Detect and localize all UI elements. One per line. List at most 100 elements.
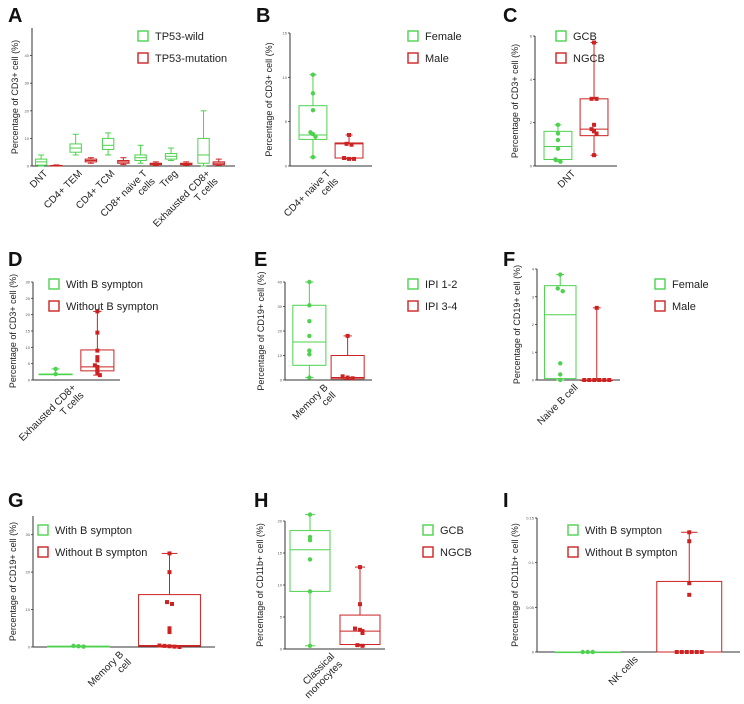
panel-label: D [8, 249, 22, 271]
legend-label: TP53-mutation [155, 53, 227, 65]
data-point [553, 157, 558, 162]
data-point [71, 643, 76, 649]
legend-label: Without B sympton [585, 547, 677, 559]
y-axis-label: Percentage of CD11b+ cell (%) [510, 523, 520, 647]
data-point [587, 378, 592, 382]
y-tick-label: 4 [530, 77, 533, 82]
legend-swatch [422, 546, 434, 558]
data-point [172, 644, 177, 649]
panel-h: H 0 5 10 15 20 Percentage of CD11b+ cell (%) Cl… [254, 490, 472, 701]
panel-label: A [8, 5, 22, 27]
data-point [177, 645, 182, 649]
panel-b: B 0 5 10 15 Percentage of CD3+ cell (%) CD4+ n… [256, 5, 462, 227]
data-point [555, 286, 560, 291]
data-point [81, 644, 86, 649]
panel-f: F 0 1 2 3 4 Percentage of CD19+ cell (%) Naive … [503, 249, 709, 427]
data-point [95, 355, 100, 360]
data-point [590, 649, 595, 655]
legend-label: Without B sympton [66, 301, 158, 313]
data-point [307, 538, 313, 543]
data-point [165, 600, 169, 605]
y-axis-label: Percentage of CD19+ cell (%) [512, 265, 522, 384]
data-point [345, 375, 350, 380]
panel-label: C [503, 5, 517, 27]
data-point [687, 530, 692, 535]
data-point [345, 333, 350, 338]
data-point [592, 153, 597, 158]
box-iqr [101, 137, 115, 150]
y-tick-label: 2 [532, 322, 535, 327]
panel-c: C 0 2 4 6 Percentage of CD3+ cell (%) DNT GCB NG… [503, 5, 617, 191]
data-point [558, 272, 563, 277]
data-point [307, 557, 313, 562]
data-point [350, 376, 355, 381]
data-point [585, 649, 590, 655]
x-tick-label: CD4+ naive Tcells [282, 168, 341, 227]
data-point [353, 626, 357, 631]
y-tick-label: 1 [532, 350, 535, 355]
y-tick-label: 0.05 [526, 605, 535, 610]
legend-label: With B sympton [55, 525, 132, 537]
y-tick-label: 0 [530, 164, 533, 169]
x-tick-label: NK cells [607, 654, 641, 688]
data-point [167, 570, 172, 575]
y-tick-label: 0.1 [528, 560, 534, 565]
data-point [555, 146, 561, 151]
data-point [307, 352, 312, 357]
legend-swatch [555, 30, 567, 42]
y-tick-label: 15 [26, 329, 31, 334]
data-point [580, 649, 585, 655]
data-point [307, 279, 312, 285]
legend-label: IPI 3-4 [425, 301, 457, 313]
data-point [558, 159, 563, 164]
data-point [347, 132, 352, 137]
y-tick-label: 0 [280, 647, 283, 652]
y-tick-label: 10 [26, 345, 31, 350]
data-point [687, 539, 692, 544]
y-tick-label: 4 [532, 267, 535, 272]
panel-e: E 0 10 20 30 40 Percentage of CD19+ cell (%) Me… [254, 249, 457, 430]
data-point [310, 107, 316, 113]
legend-swatch [137, 52, 149, 64]
y-tick-label: 0 [280, 378, 283, 383]
data-point [95, 358, 100, 363]
data-point [355, 643, 360, 648]
data-point [589, 127, 594, 132]
data-point [597, 378, 602, 382]
x-tick-label: Memory Bcell [291, 382, 339, 430]
y-tick-label: 20 [26, 570, 31, 575]
data-point [594, 131, 599, 136]
data-point [699, 650, 704, 654]
legend-label: Female [672, 279, 709, 291]
data-point [684, 650, 689, 654]
data-point [347, 156, 352, 161]
y-tick-label: 20 [25, 108, 30, 113]
x-tick-label: Memory Bcell [86, 649, 134, 697]
x-tick-label: Treg [158, 168, 180, 190]
panel-a: A 0 10 20 30 40 Percentage of CD3+ cell (%) DNT… [8, 5, 235, 230]
box-iqr [298, 105, 328, 140]
data-point [358, 602, 362, 607]
data-point [594, 305, 599, 310]
panel-label: E [254, 249, 267, 271]
legend-label: GCB [573, 31, 597, 43]
data-point [53, 371, 58, 377]
y-tick-label: 30 [278, 304, 283, 309]
data-point [310, 154, 316, 160]
y-axis-label: Percentage of CD3+ cell (%) [510, 44, 520, 158]
data-point [344, 141, 349, 146]
y-tick-label: 6 [530, 34, 533, 39]
y-axis-label: Percentage of CD3+ cell (%) [10, 40, 20, 154]
legend-label: NGCB [440, 547, 472, 559]
data-point [582, 378, 587, 382]
panel-d: D 0 5 10 15 20 25 30 Percentage of CD3+ cell (%)… [8, 249, 158, 444]
y-tick-label: 15 [283, 31, 288, 36]
data-point [592, 122, 597, 127]
y-tick-label: 10 [26, 607, 31, 612]
y-tick-label: 20 [278, 329, 283, 334]
legend-label: IPI 1-2 [425, 279, 457, 291]
data-point [589, 96, 594, 101]
data-point [95, 309, 100, 314]
box-iqr [330, 355, 365, 380]
